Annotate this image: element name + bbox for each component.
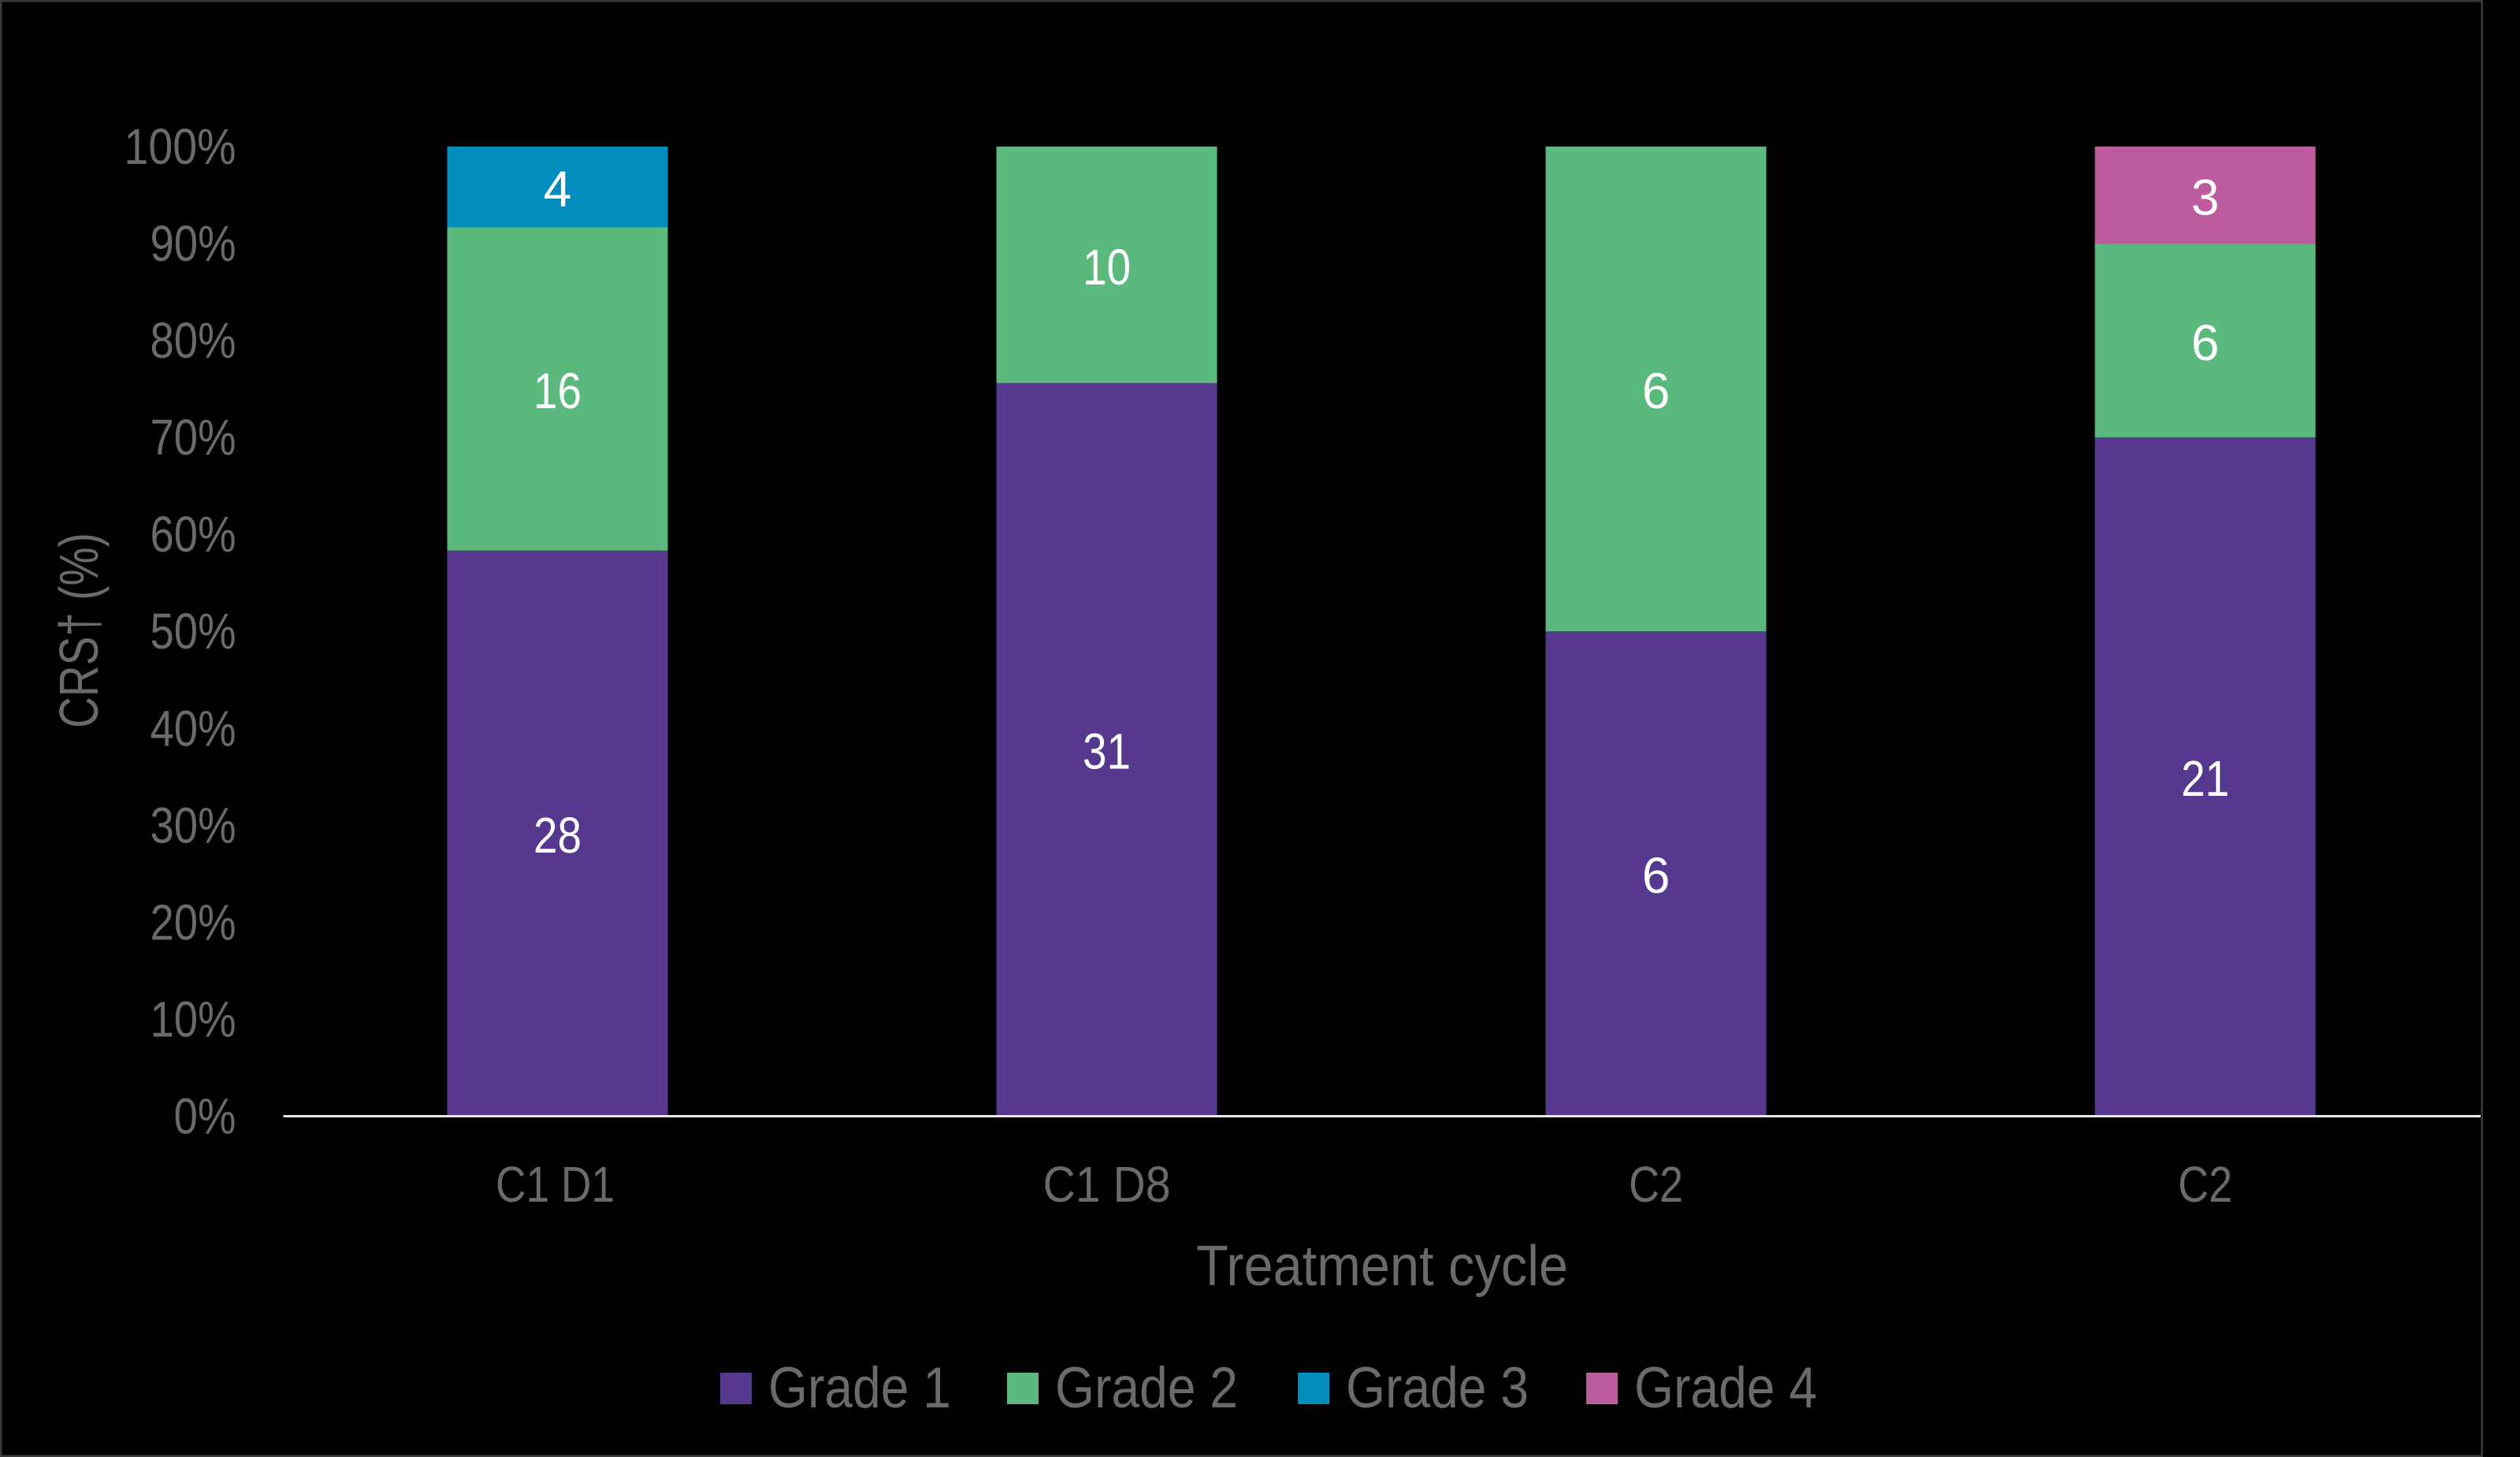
svg-text:50%: 50% xyxy=(151,603,236,660)
svg-text:10: 10 xyxy=(1083,239,1131,295)
svg-text:90%: 90% xyxy=(151,215,236,272)
svg-text:Grade 1: Grade 1 xyxy=(768,1356,951,1420)
svg-text:0%: 0% xyxy=(174,1088,236,1145)
svg-text:3: 3 xyxy=(2191,169,2220,225)
svg-text:16: 16 xyxy=(533,362,582,419)
svg-text:4: 4 xyxy=(544,161,572,217)
svg-text:CRS† (%): CRS† (%) xyxy=(48,533,110,728)
svg-text:60%: 60% xyxy=(151,506,236,563)
svg-text:40%: 40% xyxy=(151,700,236,756)
svg-text:21: 21 xyxy=(2181,750,2229,807)
svg-text:Treatment cycle: Treatment cycle xyxy=(1196,1235,1568,1298)
svg-text:70%: 70% xyxy=(151,409,236,466)
svg-text:C2: C2 xyxy=(1629,1156,1683,1213)
svg-text:Grade 3: Grade 3 xyxy=(1346,1356,1529,1420)
svg-text:30%: 30% xyxy=(151,797,236,853)
svg-text:10%: 10% xyxy=(151,991,236,1047)
svg-text:80%: 80% xyxy=(151,312,236,369)
svg-text:Grade 2: Grade 2 xyxy=(1055,1356,1238,1420)
svg-text:6: 6 xyxy=(1642,847,1671,904)
svg-text:100%: 100% xyxy=(125,118,236,175)
svg-text:31: 31 xyxy=(1083,723,1131,780)
svg-text:Grade 4: Grade 4 xyxy=(1634,1356,1817,1420)
svg-text:6: 6 xyxy=(2191,314,2220,371)
svg-text:C1 D8: C1 D8 xyxy=(1043,1156,1171,1213)
svg-text:28: 28 xyxy=(533,807,582,864)
svg-text:20%: 20% xyxy=(151,894,236,950)
svg-text:6: 6 xyxy=(1642,362,1671,419)
svg-text:C2: C2 xyxy=(2178,1156,2232,1213)
svg-text:C1 D1: C1 D1 xyxy=(496,1156,615,1213)
